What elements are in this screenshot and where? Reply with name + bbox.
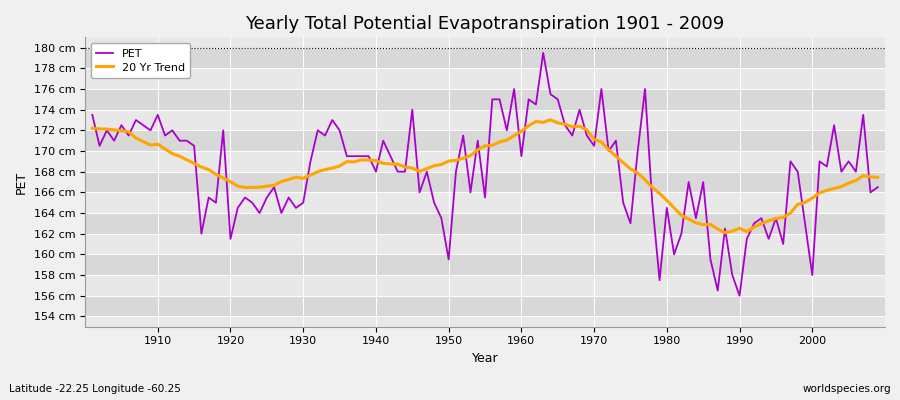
Text: Latitude -22.25 Longitude -60.25: Latitude -22.25 Longitude -60.25 xyxy=(9,384,181,394)
20 Yr Trend xyxy=(720,230,731,235)
Bar xyxy=(85,151,885,172)
Bar xyxy=(85,130,885,151)
Bar xyxy=(85,110,885,130)
Bar xyxy=(85,68,885,89)
X-axis label: Year: Year xyxy=(472,352,499,365)
Bar xyxy=(85,254,885,275)
20 Yr Trend xyxy=(516,129,526,134)
PET xyxy=(872,185,883,190)
20 Yr Trend xyxy=(610,154,621,158)
PET xyxy=(508,87,519,92)
Y-axis label: PET: PET xyxy=(15,170,28,194)
PET xyxy=(305,159,316,164)
Bar xyxy=(85,192,885,213)
20 Yr Trend xyxy=(348,160,359,164)
20 Yr Trend xyxy=(87,126,98,131)
PET xyxy=(734,293,745,298)
PET xyxy=(538,50,549,55)
Bar xyxy=(85,48,885,68)
Bar xyxy=(85,213,885,234)
20 Yr Trend xyxy=(305,173,316,178)
20 Yr Trend xyxy=(545,117,556,122)
20 Yr Trend xyxy=(872,175,883,180)
20 Yr Trend xyxy=(508,133,519,138)
PET xyxy=(516,154,526,158)
Bar xyxy=(85,172,885,192)
PET xyxy=(87,112,98,117)
20 Yr Trend xyxy=(145,142,156,147)
Title: Yearly Total Potential Evapotranspiration 1901 - 2009: Yearly Total Potential Evapotranspiratio… xyxy=(246,15,724,33)
Bar xyxy=(85,296,885,316)
Legend: PET, 20 Yr Trend: PET, 20 Yr Trend xyxy=(91,43,191,78)
Bar xyxy=(85,275,885,296)
Line: 20 Yr Trend: 20 Yr Trend xyxy=(93,120,878,233)
PET xyxy=(610,138,621,143)
Bar xyxy=(85,234,885,254)
Bar xyxy=(85,89,885,110)
Line: PET: PET xyxy=(93,53,878,296)
PET xyxy=(348,154,359,158)
PET xyxy=(145,128,156,133)
Text: worldspecies.org: worldspecies.org xyxy=(803,384,891,394)
